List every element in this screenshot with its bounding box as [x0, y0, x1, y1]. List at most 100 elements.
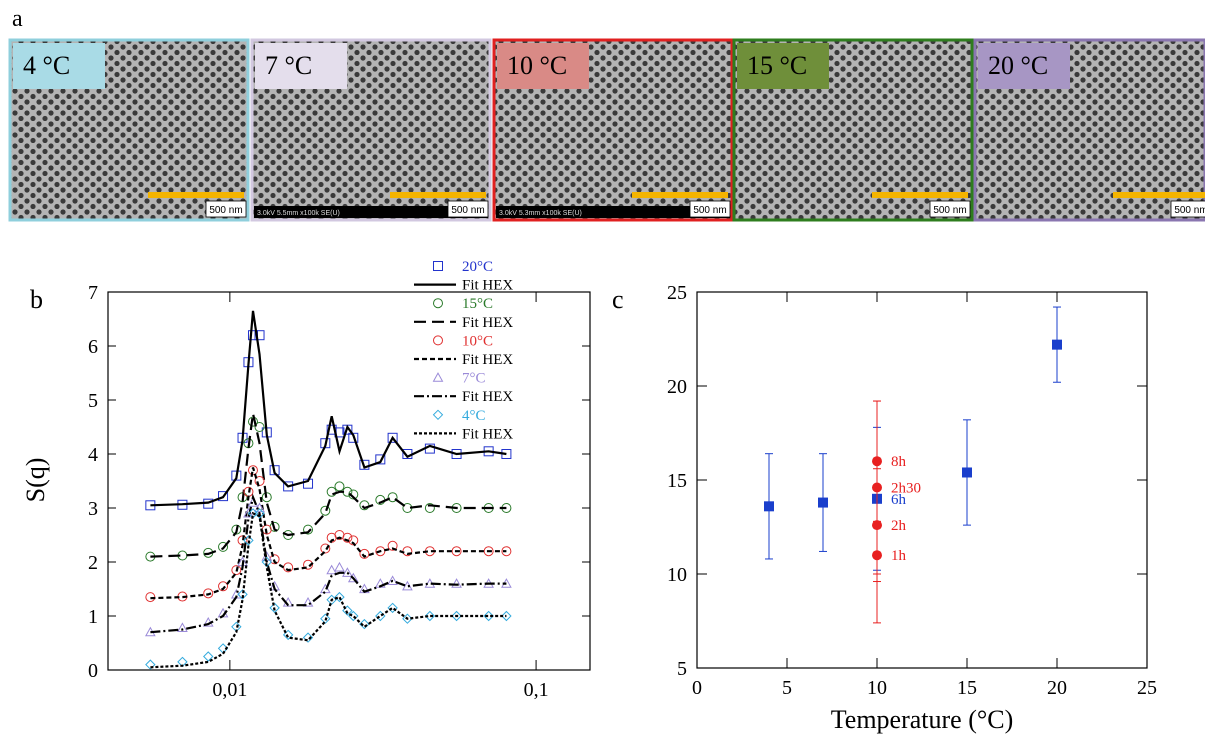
marker — [218, 491, 229, 502]
marker — [818, 497, 828, 508]
legend-label: 15°C — [462, 296, 493, 312]
marker — [424, 503, 435, 513]
plot-frame — [696, 291, 1148, 669]
y-tick-label: 10 — [667, 564, 687, 586]
marker — [254, 508, 265, 519]
scale-label: 500 nm — [209, 205, 242, 216]
marker — [218, 541, 229, 552]
marker — [283, 481, 294, 492]
legend-label: 4°C — [462, 408, 486, 424]
y-tick-label: 25 — [667, 282, 687, 304]
fit-line — [150, 413, 507, 558]
legend-marker — [432, 372, 444, 382]
x-tick-label: 0,1 — [524, 679, 549, 701]
marker — [254, 422, 265, 432]
marker — [231, 524, 242, 535]
marker — [334, 481, 345, 492]
scale-box — [205, 200, 247, 218]
marker — [326, 594, 337, 606]
point-label: 1h — [891, 548, 907, 564]
y-tick-label: 3 — [88, 498, 98, 520]
marker — [231, 565, 242, 576]
y-tick-label: 6 — [88, 336, 98, 358]
point-label: 6h — [891, 492, 907, 508]
info-strip — [496, 206, 730, 218]
scale-box — [1170, 200, 1205, 218]
marker — [261, 492, 272, 503]
marker — [375, 454, 386, 465]
y-tick-label: 5 — [677, 658, 687, 680]
marker — [451, 546, 462, 557]
marker — [347, 572, 359, 583]
legend-marker — [433, 298, 443, 309]
y-tick-label: 1 — [88, 606, 98, 628]
marker — [501, 610, 512, 622]
marker — [872, 550, 882, 561]
temperature-label: 15 °C — [747, 51, 807, 80]
marker — [261, 556, 272, 568]
fit-line — [150, 511, 507, 669]
marker — [334, 591, 345, 603]
temperature-label-bg — [737, 43, 829, 89]
scale-label: 500 nm — [693, 205, 726, 216]
point-label: 8h — [891, 454, 907, 470]
scale-bar — [872, 192, 968, 198]
legend-label: Fit HEX — [462, 389, 513, 405]
x-tick-label: 0 — [692, 677, 702, 699]
x-tick-label: 20 — [1047, 677, 1067, 699]
marker — [282, 629, 294, 641]
marker — [203, 651, 214, 662]
y-tick-label: 2 — [88, 552, 98, 574]
point-label: 2h30 — [891, 481, 921, 497]
marker — [269, 602, 280, 614]
sem-image — [250, 38, 492, 222]
x-tick-label: 15 — [957, 677, 977, 699]
y-tick-label: 4 — [88, 444, 98, 466]
point-label: 2h — [891, 518, 907, 534]
scale-box — [447, 200, 489, 218]
marker — [302, 632, 314, 643]
temperature-label: 10 °C — [507, 51, 567, 80]
scale-label: 500 nm — [933, 205, 966, 216]
marker — [145, 659, 156, 670]
marker — [424, 610, 436, 622]
legend-label: 7°C — [462, 371, 486, 387]
x-axis-label: Temperature (°C) — [831, 705, 1014, 734]
sem-info: 3.0kV 5.5mm x100k SE(U) — [257, 210, 340, 217]
sem-image — [492, 38, 734, 222]
marker — [283, 562, 294, 573]
marker — [320, 613, 331, 624]
temperature-label: 7 °C — [265, 51, 312, 80]
y-tick-label: 5 — [88, 390, 98, 412]
marker — [302, 596, 314, 607]
y-tick-label: 7 — [88, 282, 98, 304]
marker — [254, 330, 265, 341]
marker — [387, 575, 398, 585]
y-axis-label: S(q) — [21, 458, 50, 503]
marker — [483, 610, 494, 622]
fit-line — [150, 493, 507, 634]
marker — [359, 459, 370, 470]
plot-frame — [107, 291, 591, 671]
marker — [387, 432, 398, 443]
marker — [342, 567, 353, 577]
legend-label: Fit HEX — [462, 278, 513, 294]
legend-label: Fit HEX — [462, 352, 513, 368]
x-tick-label: 10 — [867, 677, 887, 699]
marker — [303, 524, 314, 535]
marker — [269, 465, 280, 476]
x-tick-label: 5 — [782, 677, 792, 699]
marker — [320, 543, 331, 554]
x-tick-label: 0,01 — [212, 679, 247, 701]
scale-bar — [1113, 192, 1205, 198]
y-tick-label: 15 — [667, 470, 687, 492]
panel-label: b — [30, 285, 43, 314]
marker — [326, 486, 337, 497]
scale-bar — [390, 192, 486, 198]
sem-info: 3.0kV 5.3mm x100k SE(U) — [499, 210, 582, 217]
marker — [451, 578, 462, 588]
temperature-label-bg — [497, 43, 589, 89]
legend-marker — [433, 335, 443, 346]
marker — [177, 622, 188, 632]
x-tick-label: 25 — [1137, 677, 1157, 699]
